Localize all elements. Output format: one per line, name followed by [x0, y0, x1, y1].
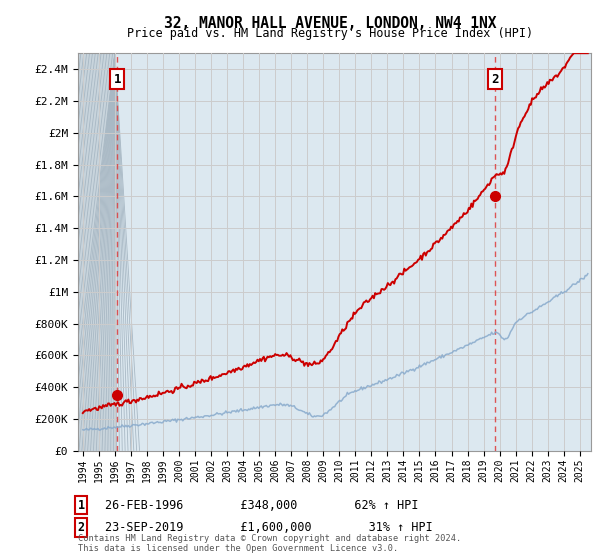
Text: 1: 1 [113, 73, 121, 86]
Text: 23-SEP-2019        £1,600,000        31% ↑ HPI: 23-SEP-2019 £1,600,000 31% ↑ HPI [105, 521, 433, 534]
Text: 32, MANOR HALL AVENUE, LONDON, NW4 1NX: 32, MANOR HALL AVENUE, LONDON, NW4 1NX [164, 16, 496, 31]
Text: 1: 1 [77, 498, 85, 512]
Text: 26-FEB-1996        £348,000        62% ↑ HPI: 26-FEB-1996 £348,000 62% ↑ HPI [105, 498, 419, 512]
Bar [78, 53, 115, 451]
Text: Contains HM Land Registry data © Crown copyright and database right 2024.
This d: Contains HM Land Registry data © Crown c… [78, 534, 461, 553]
Text: Price paid vs. HM Land Registry's House Price Index (HPI): Price paid vs. HM Land Registry's House … [127, 27, 533, 40]
Text: 2: 2 [77, 521, 85, 534]
Text: 2: 2 [491, 73, 499, 86]
